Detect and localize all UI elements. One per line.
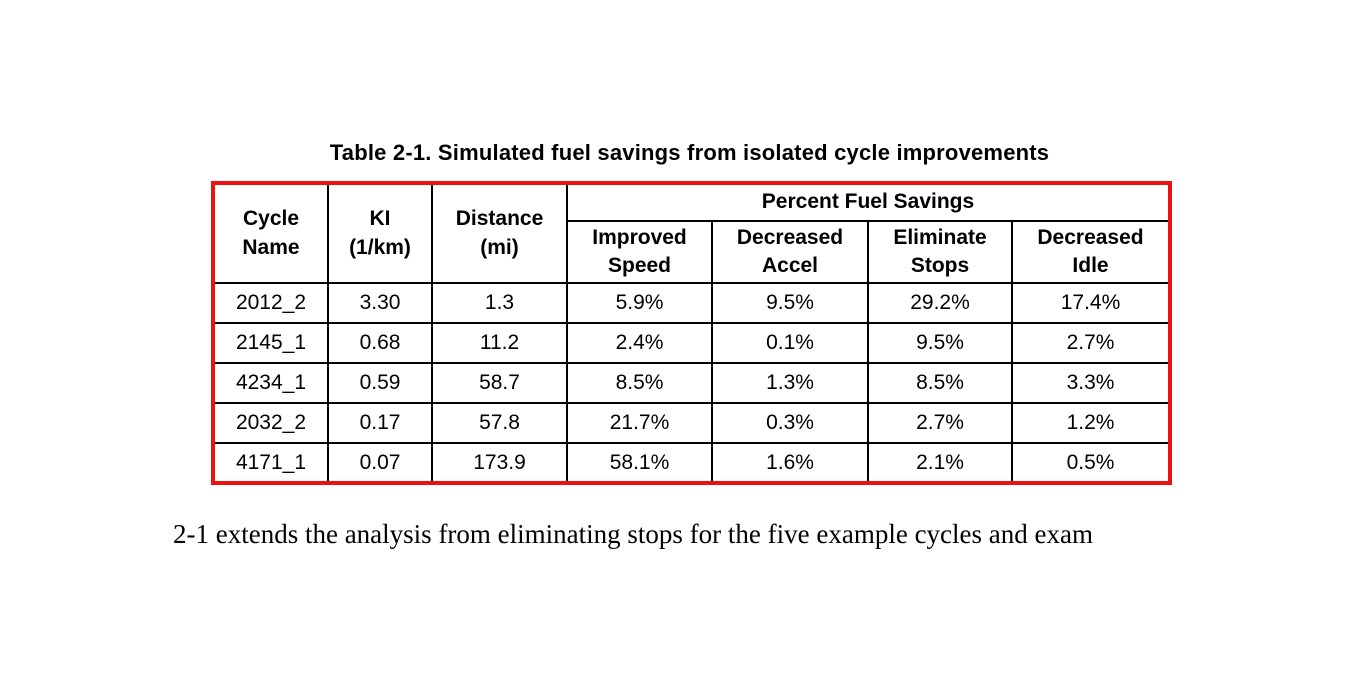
header-ki: KI (1/km) [327, 182, 433, 284]
header-row-group: Cycle Name KI (1/km) Distance (mi) Perce… [212, 182, 1171, 284]
cell-decreased-accel: 9.5% [711, 282, 869, 324]
cell-distance: 173.9 [431, 442, 568, 484]
table-caption: Table 2-1. Simulated fuel savings from i… [329, 140, 1050, 165]
cell-decreased-accel: 0.1% [711, 322, 869, 364]
header-cycle-name: Cycle Name [212, 182, 329, 284]
cell-improved-speed: 8.5% [566, 362, 713, 404]
cell-distance: 58.7 [431, 362, 568, 404]
cell-eliminate-stops: 29.2% [867, 282, 1013, 324]
cell-improved-speed: 5.9% [566, 282, 713, 324]
cell-improved-speed: 21.7% [566, 402, 713, 444]
cell-distance: 57.8 [431, 402, 568, 444]
table-row: 2012_2 3.30 1.3 5.9% 9.5% 29.2% 17.4% [212, 282, 1171, 324]
header-decreased-idle: Decreased Idle [1011, 220, 1171, 284]
cell-ki: 0.68 [327, 322, 433, 364]
cell-distance: 11.2 [431, 322, 568, 364]
table-row: 2145_1 0.68 11.2 2.4% 0.1% 9.5% 2.7% [212, 322, 1171, 364]
header-decreased-accel: Decreased Accel [711, 220, 869, 284]
body-paragraph-fragment: 2-1 extends the analysis from eliminatin… [173, 519, 1093, 549]
cell-cycle-name: 2032_2 [212, 402, 329, 444]
cell-ki: 0.59 [327, 362, 433, 404]
cell-cycle-name: 2012_2 [212, 282, 329, 324]
table-row: 2032_2 0.17 57.8 21.7% 0.3% 2.7% 1.2% [212, 402, 1171, 444]
cell-decreased-accel: 1.3% [711, 362, 869, 404]
cell-decreased-accel: 0.3% [711, 402, 869, 444]
cell-ki: 0.07 [327, 442, 433, 484]
cell-improved-speed: 2.4% [566, 322, 713, 364]
cell-improved-speed: 58.1% [566, 442, 713, 484]
cell-decreased-idle: 17.4% [1011, 282, 1171, 324]
cell-cycle-name: 4234_1 [212, 362, 329, 404]
header-eliminate-stops: Eliminate Stops [867, 220, 1013, 284]
header-percent-fuel-savings: Percent Fuel Savings [566, 182, 1171, 222]
cell-decreased-idle: 1.2% [1011, 402, 1171, 444]
cell-cycle-name: 2145_1 [212, 322, 329, 364]
cell-eliminate-stops: 9.5% [867, 322, 1013, 364]
cell-ki: 3.30 [327, 282, 433, 324]
cell-decreased-idle: 3.3% [1011, 362, 1171, 404]
cell-decreased-idle: 0.5% [1011, 442, 1171, 484]
header-improved-speed: Improved Speed [566, 220, 713, 284]
cell-distance: 1.3 [431, 282, 568, 324]
cell-eliminate-stops: 2.7% [867, 402, 1013, 444]
fuel-savings-table: Cycle Name KI (1/km) Distance (mi) Perce… [211, 181, 1172, 485]
cell-eliminate-stops: 2.1% [867, 442, 1013, 484]
cell-cycle-name: 4171_1 [212, 442, 329, 484]
table-row: 4171_1 0.07 173.9 58.1% 1.6% 2.1% 0.5% [212, 442, 1171, 484]
header-row-sub: Improved Speed Decreased Accel Eliminate… [213, 220, 1171, 284]
header-distance: Distance (mi) [431, 182, 568, 284]
cell-eliminate-stops: 8.5% [867, 362, 1013, 404]
cell-decreased-idle: 2.7% [1011, 322, 1171, 364]
cell-ki: 0.17 [327, 402, 433, 444]
fuel-savings-table-container: Cycle Name KI (1/km) Distance (mi) Perce… [211, 181, 1172, 485]
cell-decreased-accel: 1.6% [711, 442, 869, 484]
table-row: 4234_1 0.59 58.7 8.5% 1.3% 8.5% 3.3% [212, 362, 1171, 404]
